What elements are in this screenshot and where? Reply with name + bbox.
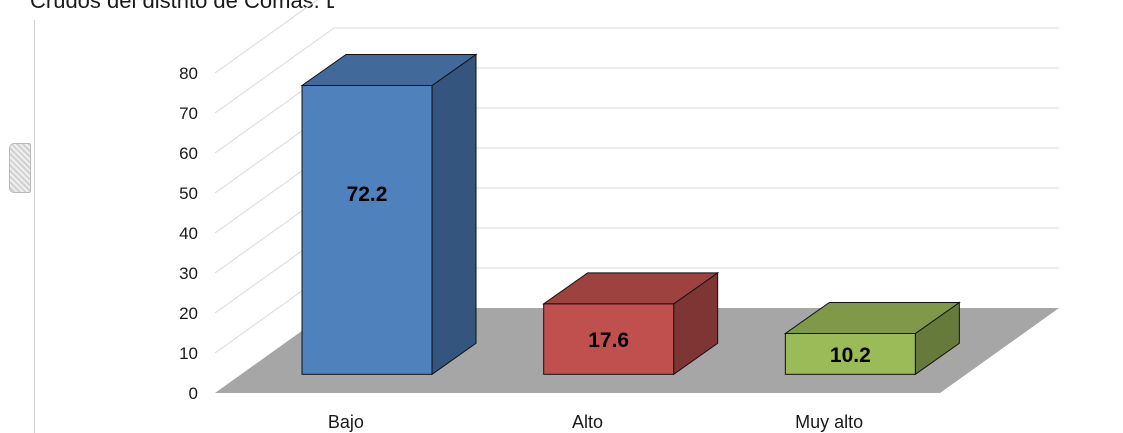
y-tick-label: 20 — [179, 304, 198, 323]
divider — [34, 20, 35, 433]
bar-front-face — [784, 333, 916, 375]
x-axis-label: Alto — [572, 412, 603, 432]
x-axis-label: Muy alto — [795, 412, 863, 432]
bar-front-face — [301, 85, 433, 375]
data-labels: 72.2 17.6 10.2 — [347, 183, 871, 367]
y-axis-ticks: 0 10 20 30 40 50 60 70 80 — [179, 64, 198, 403]
y-tick-label: 40 — [179, 224, 198, 243]
chart-walls — [334, 0, 1059, 308]
bar-muy-alto — [783, 301, 961, 376]
bar-front-face — [543, 303, 675, 375]
bar-alto — [542, 271, 720, 376]
y-tick-label: 10 — [179, 344, 198, 363]
gridline — [214, 27, 335, 114]
x-axis-labels: Bajo Alto Muy alto — [328, 412, 863, 432]
y-tick-label: 70 — [179, 104, 198, 123]
bar-side-face — [431, 53, 477, 376]
scroll-handle[interactable] — [9, 143, 31, 193]
y-tick-label: 0 — [189, 384, 198, 403]
bar-bajo — [300, 53, 478, 376]
data-label: 72.2 — [347, 183, 388, 206]
bars — [300, 53, 961, 376]
y-tick-label: 60 — [179, 144, 198, 163]
back-wall — [334, 0, 1059, 308]
data-label: 17.6 — [588, 329, 629, 352]
data-label: 10.2 — [830, 344, 871, 367]
y-tick-label: 30 — [179, 264, 198, 283]
gridline — [214, 0, 319, 74]
y-tick-label: 80 — [179, 64, 198, 83]
y-tick-label: 50 — [179, 184, 198, 203]
x-axis-label: Bajo — [328, 412, 364, 432]
